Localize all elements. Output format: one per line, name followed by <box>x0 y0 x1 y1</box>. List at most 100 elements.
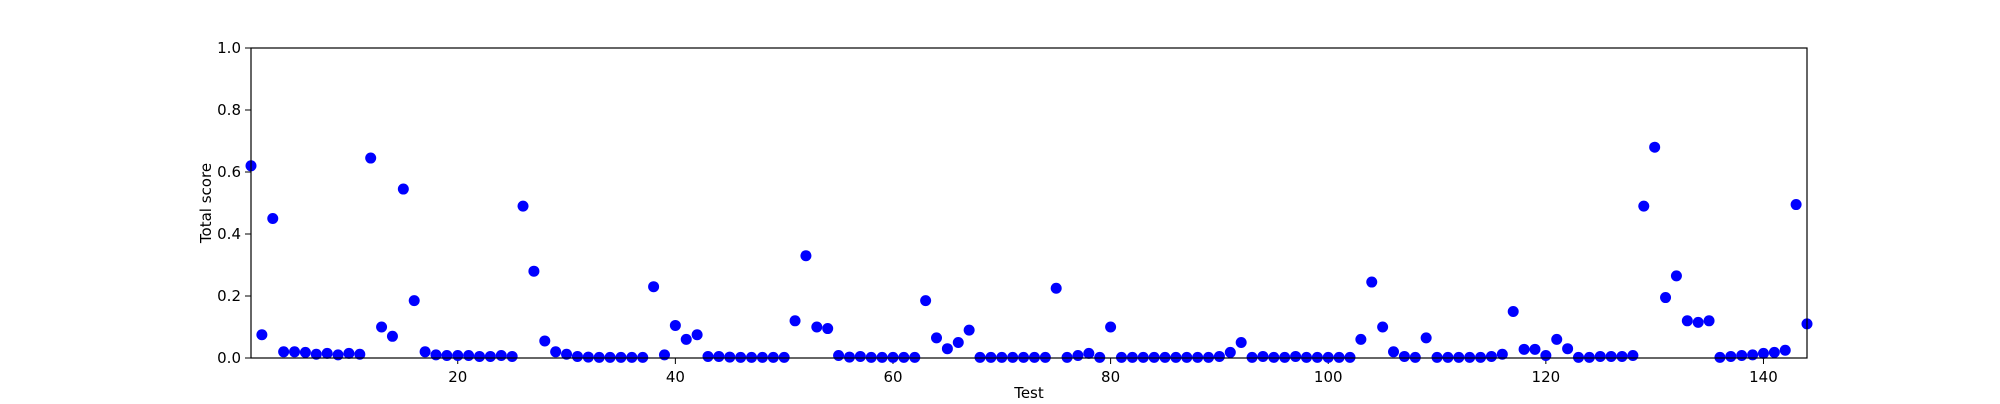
data-point <box>1007 351 1019 363</box>
data-points <box>245 141 1813 363</box>
data-point <box>735 351 747 363</box>
data-point <box>1235 337 1247 348</box>
x-axis: 20 40 60 80 100 120 140 <box>448 358 1778 386</box>
data-point <box>648 281 660 293</box>
data-point <box>1420 332 1432 344</box>
data-point <box>441 350 453 362</box>
data-point <box>1518 343 1530 355</box>
data-point <box>898 351 910 363</box>
data-point <box>474 350 486 362</box>
data-point <box>528 265 540 277</box>
data-point <box>1148 351 1160 363</box>
data-point <box>996 351 1008 363</box>
data-point <box>833 350 845 362</box>
data-point <box>1714 351 1726 363</box>
data-point <box>1115 351 1127 363</box>
data-point <box>1322 351 1334 363</box>
x-tick-label: 40 <box>666 368 685 386</box>
data-point <box>637 351 649 363</box>
data-point <box>1725 350 1737 362</box>
data-point <box>1627 350 1639 362</box>
data-point <box>843 351 855 363</box>
data-point <box>963 324 975 336</box>
data-point <box>1333 351 1345 363</box>
data-point <box>767 351 779 363</box>
data-point <box>822 323 834 335</box>
data-point <box>1464 351 1476 363</box>
data-point <box>354 348 366 360</box>
data-point <box>310 348 322 360</box>
x-tick-label: 60 <box>883 368 902 386</box>
data-point <box>985 351 997 363</box>
data-point <box>1268 351 1280 363</box>
data-point <box>1703 315 1715 327</box>
y-tick-label: 0.0 <box>217 349 241 367</box>
data-point <box>1050 282 1062 294</box>
data-point <box>669 319 681 331</box>
data-point <box>1072 350 1084 362</box>
data-point <box>1431 351 1443 363</box>
data-point <box>1442 351 1454 363</box>
data-point <box>1475 351 1487 363</box>
data-point <box>1290 350 1302 362</box>
data-point <box>854 350 866 362</box>
data-point <box>1638 200 1650 212</box>
data-point <box>582 351 594 363</box>
data-point <box>1551 333 1563 345</box>
data-point <box>952 337 964 348</box>
data-point <box>1388 346 1400 358</box>
data-point <box>789 315 801 327</box>
data-point <box>1529 343 1541 355</box>
data-point <box>920 295 932 307</box>
data-point <box>593 351 605 363</box>
data-point <box>1344 351 1356 363</box>
data-point <box>1203 351 1215 363</box>
data-point <box>506 350 518 362</box>
data-point <box>658 349 670 361</box>
data-point <box>941 343 953 355</box>
y-axis-label: Total score <box>197 163 215 244</box>
data-point <box>376 321 388 333</box>
y-tick-label: 0.8 <box>217 101 241 119</box>
data-point <box>1279 351 1291 363</box>
data-point <box>1300 351 1312 363</box>
data-point <box>1736 350 1748 362</box>
data-point <box>1028 351 1040 363</box>
data-point <box>1757 347 1769 359</box>
y-tick-label: 0.4 <box>217 225 241 243</box>
data-point <box>397 183 409 195</box>
x-tick-label: 80 <box>1101 368 1120 386</box>
data-point <box>1170 351 1182 363</box>
data-point <box>1453 351 1465 363</box>
data-point <box>561 348 573 360</box>
data-point <box>1039 351 1051 363</box>
x-axis-label: Test <box>1013 384 1044 400</box>
data-point <box>974 351 986 363</box>
data-point <box>931 332 943 344</box>
data-point <box>1649 141 1661 153</box>
data-point <box>365 152 377 164</box>
data-point <box>321 347 333 359</box>
data-point <box>1507 306 1519 317</box>
data-point <box>1257 350 1269 362</box>
data-point <box>800 250 812 262</box>
data-point <box>278 346 290 358</box>
data-point <box>1246 351 1258 363</box>
y-tick-label: 1.0 <box>217 39 241 57</box>
data-point <box>571 350 583 362</box>
data-point <box>1692 316 1704 328</box>
data-point <box>1311 351 1323 363</box>
y-tick-label: 0.6 <box>217 163 241 181</box>
data-point <box>1355 333 1367 345</box>
data-point <box>463 350 475 362</box>
data-point <box>1605 350 1617 362</box>
data-point <box>1572 351 1584 363</box>
data-point <box>615 351 627 363</box>
data-point <box>1583 351 1595 363</box>
data-point <box>267 213 279 224</box>
data-point <box>1670 270 1682 282</box>
data-point <box>1681 315 1693 327</box>
data-point <box>1779 344 1791 356</box>
